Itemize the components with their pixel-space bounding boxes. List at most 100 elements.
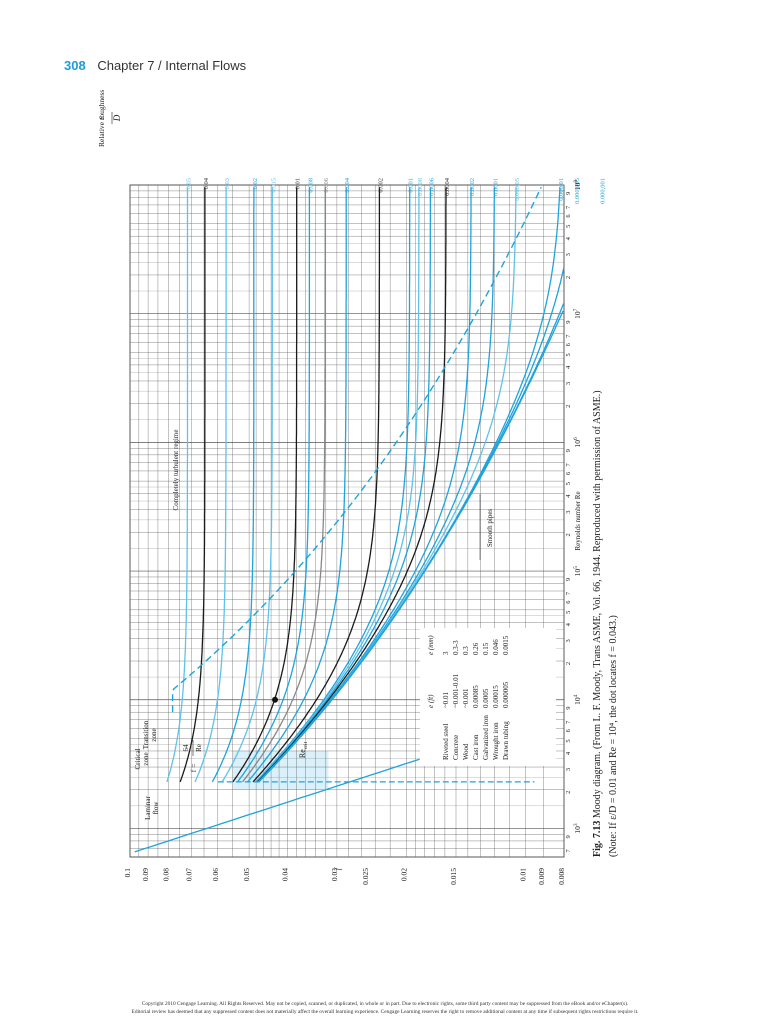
roughness-curve-label: 0.001 bbox=[408, 178, 415, 193]
re-minor-tick-label: 5 bbox=[565, 353, 572, 356]
laminar-flow-line bbox=[134, 758, 420, 853]
transition-zone-label: Transition bbox=[142, 720, 150, 749]
re-minor-tick-label: 9 bbox=[565, 835, 572, 838]
re-minor-tick-label: 6 bbox=[565, 342, 572, 346]
re-minor-tick-label: 5 bbox=[565, 225, 572, 228]
roughness-curve bbox=[166, 187, 189, 783]
f-tick-label: 0.06 bbox=[211, 868, 220, 881]
re-minor-tick-label: 3 bbox=[565, 253, 572, 256]
f-tick-label: 0.009 bbox=[537, 868, 546, 885]
roughness-curve bbox=[247, 187, 347, 783]
table-cell: 0.3 bbox=[462, 646, 470, 655]
table-cell: ~0.01 bbox=[442, 691, 450, 708]
roughness-curve-label: 0.04 bbox=[203, 177, 210, 189]
roughness-curve-label: 0.015 bbox=[270, 178, 277, 193]
table-cell: 0.26 bbox=[472, 642, 480, 655]
roughness-curve-label: 0.006 bbox=[323, 177, 330, 192]
re-tick-exp: 7 bbox=[573, 308, 579, 311]
table-cell: 0.000005 bbox=[502, 681, 510, 708]
laminar-formula: 64 bbox=[182, 744, 190, 752]
re-minor-tick-label: 7 bbox=[565, 334, 572, 338]
roughness-curve-label: 0.000,05 bbox=[514, 178, 521, 201]
critical-zone-label: Critical bbox=[134, 748, 142, 769]
table-cell: 0.0015 bbox=[502, 635, 510, 655]
re-tick-base: 10 bbox=[573, 826, 582, 834]
f-tick-label: 0.02 bbox=[400, 868, 409, 881]
chapter-title: Chapter 7 / Internal Flows bbox=[97, 58, 247, 73]
re-minor-tick-label: 5 bbox=[565, 482, 572, 485]
re-minor-tick-label: 2 bbox=[565, 533, 572, 536]
re-minor-tick-label: 7 bbox=[565, 205, 572, 209]
re-tick-base: 10 bbox=[573, 311, 582, 319]
table-cell: 0.046 bbox=[492, 639, 500, 655]
re-tick-base: 10 bbox=[573, 697, 582, 705]
roughness-curve bbox=[221, 187, 273, 783]
critical-zone-label: zone bbox=[142, 752, 150, 765]
roughness-curve-label: 0.0004 bbox=[444, 177, 451, 196]
roughness-curve bbox=[255, 187, 420, 783]
f-tick-label: 0.07 bbox=[184, 868, 193, 881]
re-minor-tick-label: 9 bbox=[565, 578, 572, 581]
laminar-formula: f = bbox=[189, 764, 198, 773]
re-minor-tick-label: 9 bbox=[565, 320, 572, 323]
roughness-curve-label: 0.000,01 bbox=[558, 178, 565, 201]
table-cell: ~0.001 bbox=[462, 688, 470, 708]
re-minor-tick-label: 2 bbox=[565, 405, 572, 408]
re-crit-sub: crit bbox=[303, 741, 309, 749]
roughness-curve-label: 0.000,001 bbox=[599, 178, 606, 204]
table-cell: Riveted steel bbox=[442, 724, 450, 760]
roughness-curve bbox=[252, 187, 381, 783]
f-tick-label: 0.03 bbox=[330, 868, 339, 881]
re-minor-tick-label: 7 bbox=[565, 591, 572, 595]
roughness-curve bbox=[257, 187, 472, 783]
re-minor-tick-label: 4 bbox=[565, 751, 572, 755]
re-minor-tick-label: 3 bbox=[565, 768, 572, 771]
copyright-line-1: Copyright 2010 Cengage Learning. All Rig… bbox=[141, 1001, 629, 1007]
roughness-curve-label: 0.002 bbox=[377, 178, 384, 193]
table-background bbox=[420, 628, 556, 766]
table-cell: 0.00015 bbox=[492, 685, 500, 708]
transition-zone-label: zone bbox=[150, 728, 158, 741]
f-tick-label: 0.09 bbox=[141, 868, 150, 881]
table-cell: 0.0005 bbox=[482, 688, 490, 708]
smooth-pipes-label: Smooth pipes bbox=[486, 509, 494, 548]
turbulent-boundary-line bbox=[171, 186, 542, 713]
roughness-curve-label: 0.000,005 bbox=[574, 178, 581, 204]
re-minor-tick-label: 5 bbox=[565, 611, 572, 614]
axis-labels: 0.1 0.09 0.08 0.07 0.06 0.05 0.04 0.03 0.025 0.02… bbox=[96, 90, 582, 885]
re-minor-tick-label: 7 bbox=[565, 849, 572, 853]
re-major-tick-label: 104 bbox=[573, 694, 582, 705]
f-axis-title: f bbox=[333, 866, 342, 870]
roughness-curve-label: 0.0008 bbox=[417, 178, 424, 196]
roughness-curve bbox=[179, 187, 206, 783]
table-cell: Drawn tubing bbox=[502, 721, 510, 760]
roughness-curve-label: 0.008 bbox=[307, 178, 314, 193]
re-minor-tick-label: 2 bbox=[565, 791, 572, 794]
re-minor-tick-label: 4 bbox=[565, 365, 572, 369]
caption-label: Fig. 7.13 bbox=[592, 821, 603, 857]
re-minor-tick-label: 3 bbox=[565, 511, 572, 514]
table-cell: Cast iron bbox=[472, 734, 480, 760]
roughness-curve-label: 0.05 bbox=[186, 178, 193, 189]
re-axis-title: Reynolds number Re bbox=[574, 491, 582, 550]
example-dot bbox=[272, 696, 279, 703]
re-tick-exp: 5 bbox=[573, 566, 579, 569]
re-tick-base: 10 bbox=[573, 182, 582, 190]
roughness-curve bbox=[255, 187, 411, 783]
roughness-curve bbox=[258, 310, 564, 783]
roughness-table: e (ft) e (mm) Riveted steel ~0.01 3 Concrete ~… bbox=[420, 628, 556, 766]
page-number: 308 bbox=[64, 58, 86, 73]
re-major-tick-label: 105 bbox=[573, 566, 582, 577]
re-tick-exp: 6 bbox=[573, 437, 579, 440]
laminar-label: flow bbox=[152, 801, 160, 815]
roughness-curves: 0.05 0.04 0.03 0.02 0.015 0.01 0.008 0.006 0.004… bbox=[134, 177, 606, 853]
table-cell: Galvanized iron bbox=[482, 715, 490, 760]
roughness-eps-symbol: ε bbox=[96, 116, 106, 120]
roughness-curve bbox=[211, 187, 255, 783]
table-header: e (mm) bbox=[427, 635, 435, 655]
table-cell: ~0.001-0.01 bbox=[452, 673, 460, 708]
table-cell: Wood bbox=[462, 743, 470, 760]
roughness-curve-label: 0.004 bbox=[344, 177, 351, 192]
laminar-formula: Re bbox=[195, 744, 203, 752]
